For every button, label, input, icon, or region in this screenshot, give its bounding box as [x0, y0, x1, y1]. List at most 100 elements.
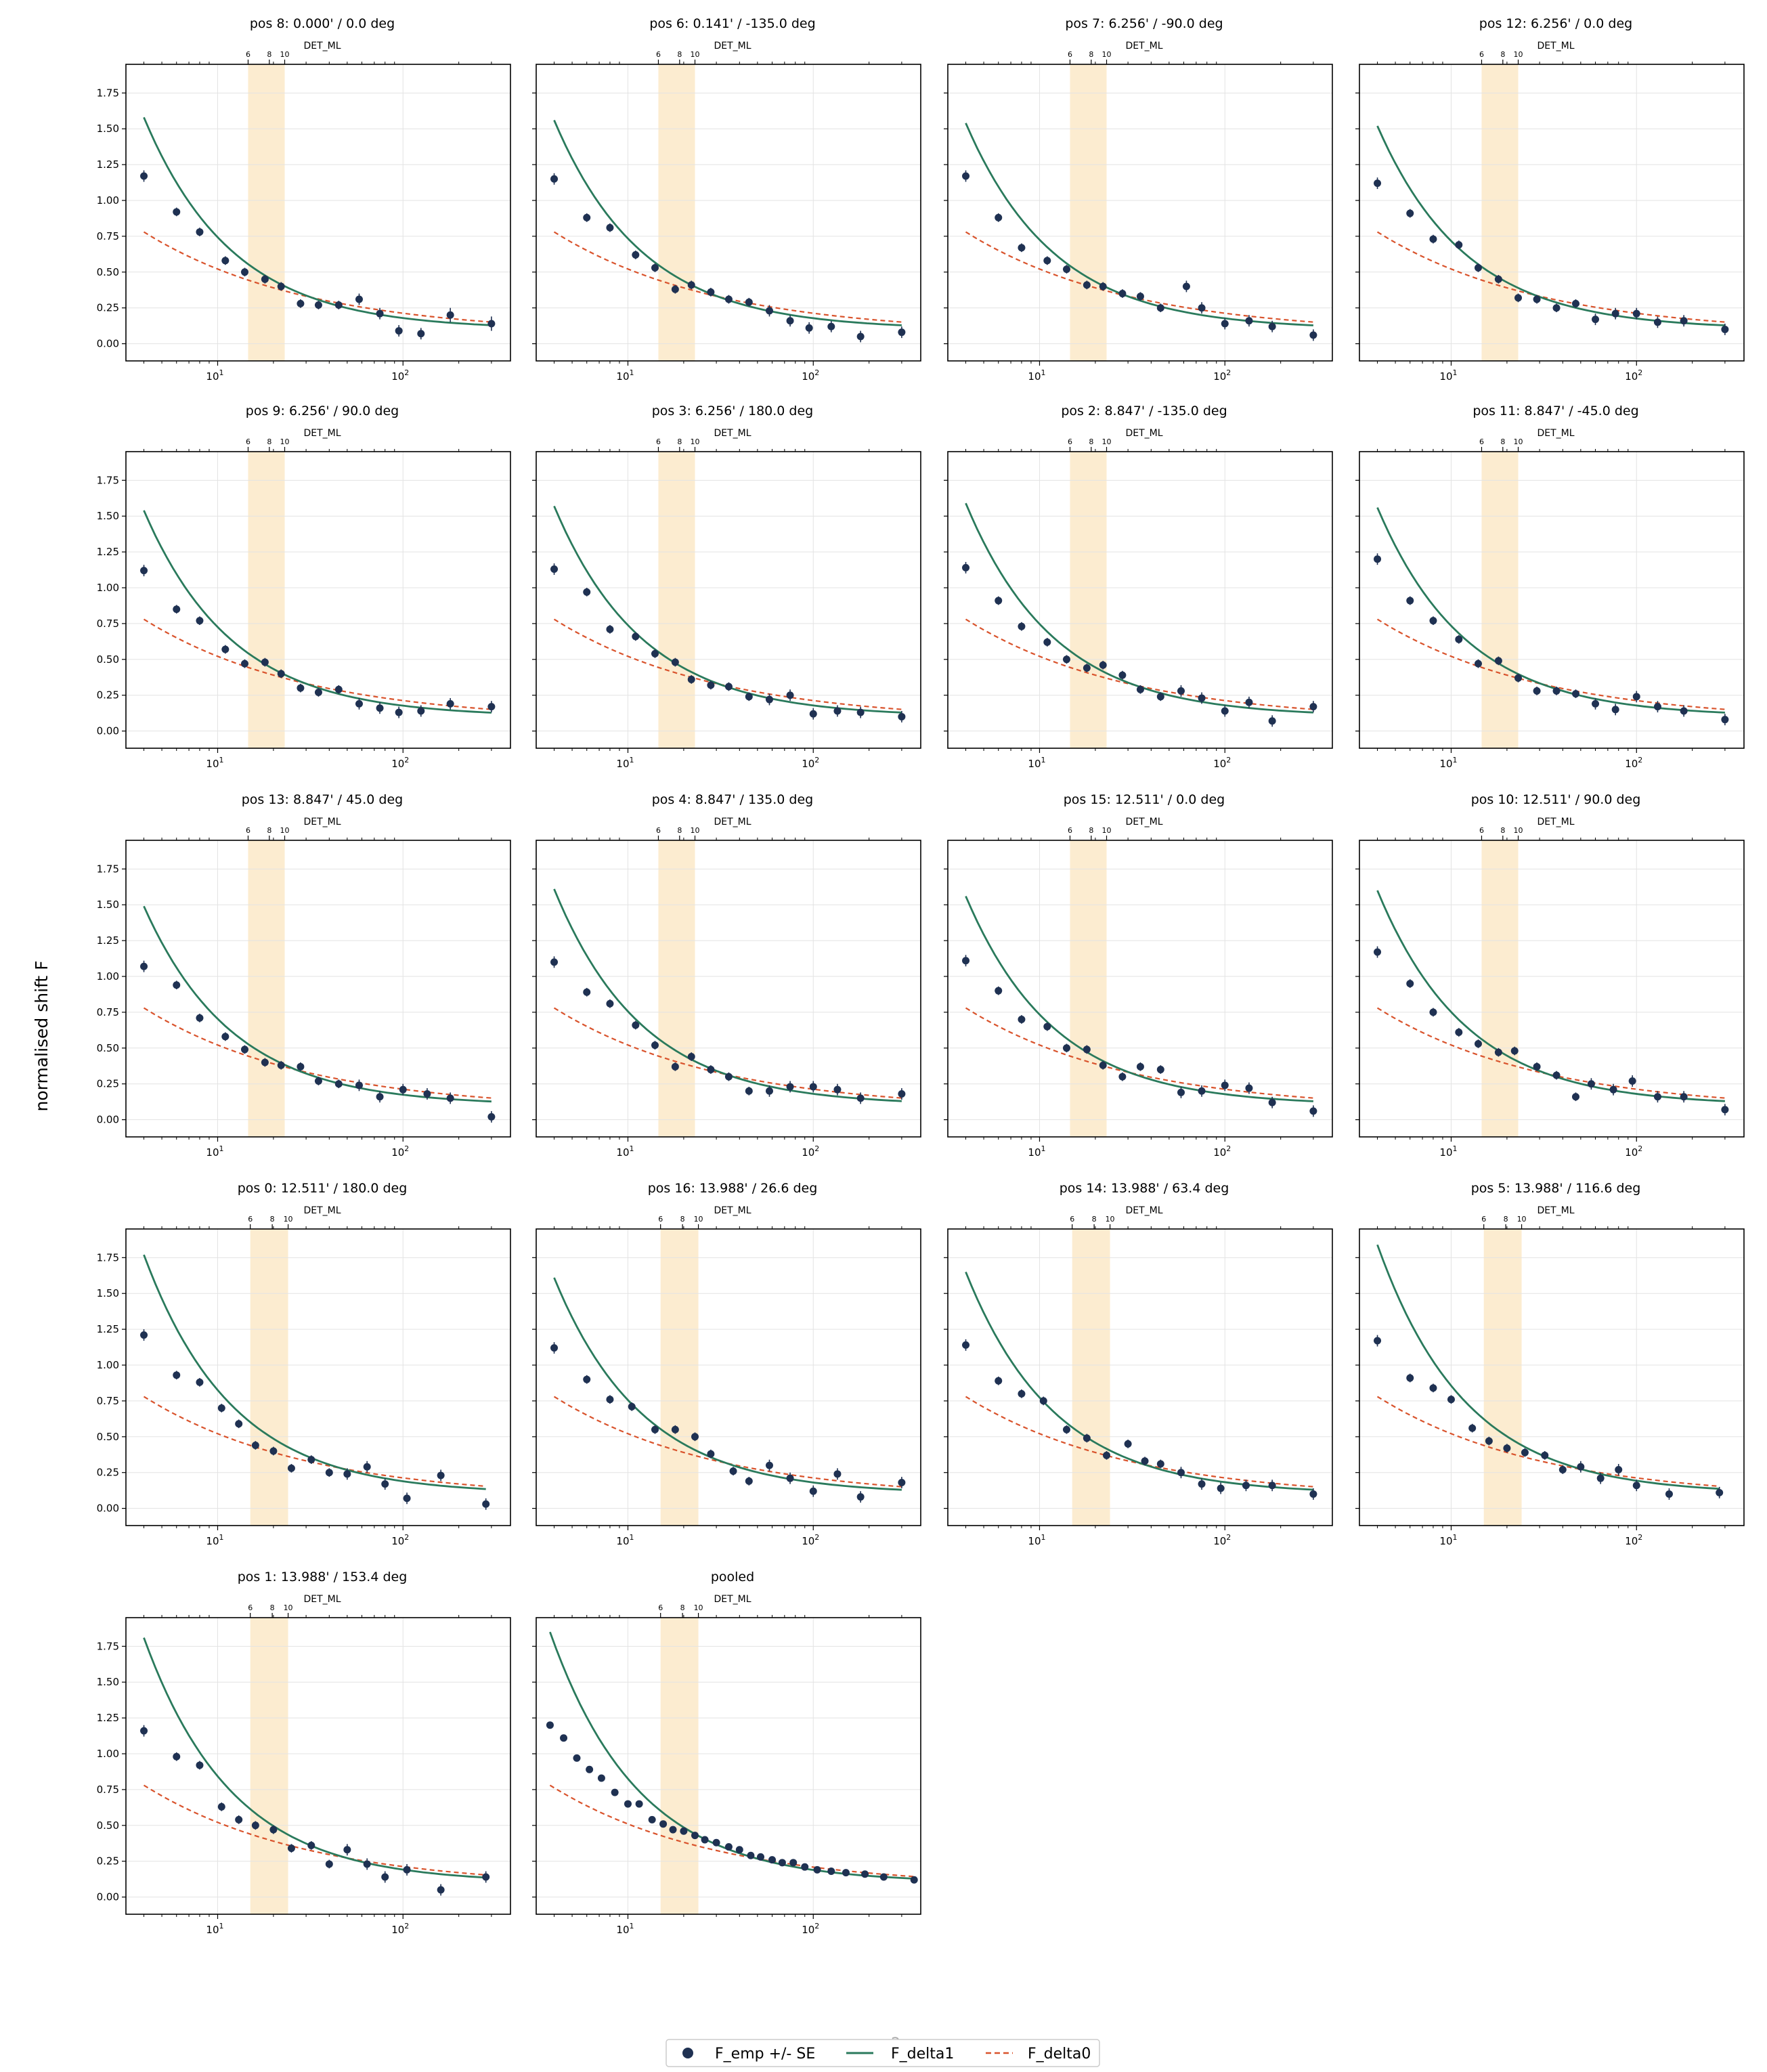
- plot-area: [948, 1229, 1332, 1526]
- y-tick-label: 0.00: [97, 725, 119, 737]
- y-tick-label: 1.25: [97, 158, 119, 171]
- data-point: [1083, 1045, 1091, 1054]
- x-tick-label: 102: [391, 1144, 409, 1159]
- data-point: [1716, 1488, 1724, 1496]
- y-tick-label: 1.00: [97, 970, 119, 983]
- curve-f-delta0: [143, 618, 492, 710]
- data-point: [550, 1344, 559, 1352]
- curve-f-delta1: [143, 116, 492, 326]
- data-point: [1455, 1029, 1463, 1037]
- data-point: [1552, 687, 1561, 695]
- top-axis-label: DET_ML: [714, 817, 751, 827]
- data-point: [827, 322, 835, 330]
- data-point: [1043, 638, 1051, 646]
- data-point: [261, 275, 269, 283]
- plot-area: [536, 1618, 921, 1914]
- data-point: [1596, 1474, 1605, 1482]
- data-point: [1514, 674, 1523, 682]
- x-tick-label: 101: [206, 756, 223, 770]
- data-point: [745, 298, 753, 306]
- data-point: [801, 1863, 809, 1871]
- data-point: [1558, 1465, 1567, 1473]
- panel-title: pos 7: 6.256' / -90.0 deg: [1065, 16, 1223, 31]
- axes-frame: [125, 840, 511, 1138]
- data-point: [1099, 661, 1107, 669]
- data-point: [1592, 699, 1600, 708]
- data-point: [221, 645, 230, 653]
- top-tick-label: 10: [280, 826, 290, 835]
- y-tick-label: 1.25: [97, 546, 119, 558]
- data-point: [786, 1474, 794, 1482]
- data-point: [1552, 304, 1561, 312]
- data-point: [235, 1420, 243, 1428]
- data-point: [669, 1826, 677, 1834]
- data-point: [583, 213, 591, 221]
- panel-title: pos 9: 6.256' / 90.0 deg: [246, 404, 399, 418]
- axes-frame: [125, 1617, 511, 1915]
- y-tick-label: 1.00: [97, 1359, 119, 1371]
- top-tick-label: 6: [246, 437, 250, 446]
- data-point: [287, 1844, 295, 1853]
- data-point: [701, 1836, 709, 1844]
- data-point: [487, 1113, 496, 1121]
- y-tick-label: 0.75: [97, 1395, 119, 1407]
- curve-f-delta1: [549, 1631, 915, 1880]
- y-tick-label: 0.25: [97, 1855, 119, 1868]
- top-tick-label: 6: [656, 50, 661, 59]
- data-point: [376, 1093, 384, 1101]
- top-tick-label: 8: [680, 1215, 685, 1224]
- x-tick-label: 102: [1625, 1144, 1642, 1159]
- top-tick-label: 10: [691, 826, 700, 835]
- det-ml-band: [660, 1229, 699, 1526]
- y-axis-label: normalised shift F: [32, 960, 51, 1111]
- y-tick-label: 0.50: [97, 1819, 119, 1832]
- data-point: [1721, 1106, 1729, 1114]
- data-point: [833, 707, 842, 715]
- curve-f-delta1: [965, 123, 1313, 326]
- data-point: [221, 1033, 230, 1041]
- y-tick-label: 0.00: [97, 1891, 119, 1903]
- top-axis-label: DET_ML: [1125, 817, 1162, 827]
- x-tick-label: 102: [802, 756, 819, 770]
- data-point: [671, 1062, 679, 1071]
- top-tick-label: 6: [1068, 437, 1072, 446]
- data-point: [856, 708, 865, 716]
- data-point: [1485, 1437, 1493, 1445]
- data-point: [651, 649, 659, 657]
- det-ml-band: [248, 452, 285, 748]
- panel-title: pos 0: 12.511' / 180.0 deg: [238, 1181, 408, 1196]
- data-point: [196, 1761, 204, 1769]
- panel-2: 101 102 6 8 10 DET_ML pos 7: 6.256' / -90.0 de…: [944, 16, 1333, 383]
- data-point: [240, 1045, 248, 1054]
- data-point: [1374, 555, 1382, 563]
- panel-title: pos 16: 13.988' / 26.6 deg: [648, 1181, 818, 1196]
- top-axis-label: DET_ML: [1537, 41, 1574, 51]
- data-point: [842, 1869, 850, 1877]
- data-point: [827, 1868, 835, 1876]
- data-point: [1680, 707, 1688, 715]
- data-point: [1198, 1087, 1206, 1095]
- data-point: [1198, 1480, 1206, 1488]
- data-point: [879, 1873, 888, 1881]
- top-axis-label: DET_ML: [1537, 817, 1574, 827]
- y-tick-label: 0.50: [97, 1042, 119, 1054]
- top-tick-label: 8: [1500, 826, 1505, 835]
- panel-title: pooled: [711, 1570, 754, 1584]
- panel-4: 0.00 0.25 0.50 0.75 1.00 1.25 1.50 1.75 101 102 6 8…: [97, 404, 511, 770]
- data-point: [1156, 304, 1164, 312]
- top-tick-label: 6: [248, 1603, 253, 1612]
- data-point: [687, 281, 695, 289]
- data-point: [314, 1077, 322, 1085]
- top-axis-label: DET_ML: [714, 41, 751, 51]
- data-point: [446, 699, 454, 708]
- data-point: [355, 1081, 363, 1089]
- data-point: [1268, 322, 1276, 330]
- panel-title: pos 11: 8.847' / -45.0 deg: [1472, 404, 1638, 418]
- data-point: [1062, 655, 1070, 664]
- top-tick-label: 10: [1102, 437, 1112, 446]
- plot-area: [126, 840, 510, 1137]
- data-point: [1177, 687, 1185, 695]
- data-point: [805, 324, 813, 332]
- data-point: [1309, 1107, 1317, 1115]
